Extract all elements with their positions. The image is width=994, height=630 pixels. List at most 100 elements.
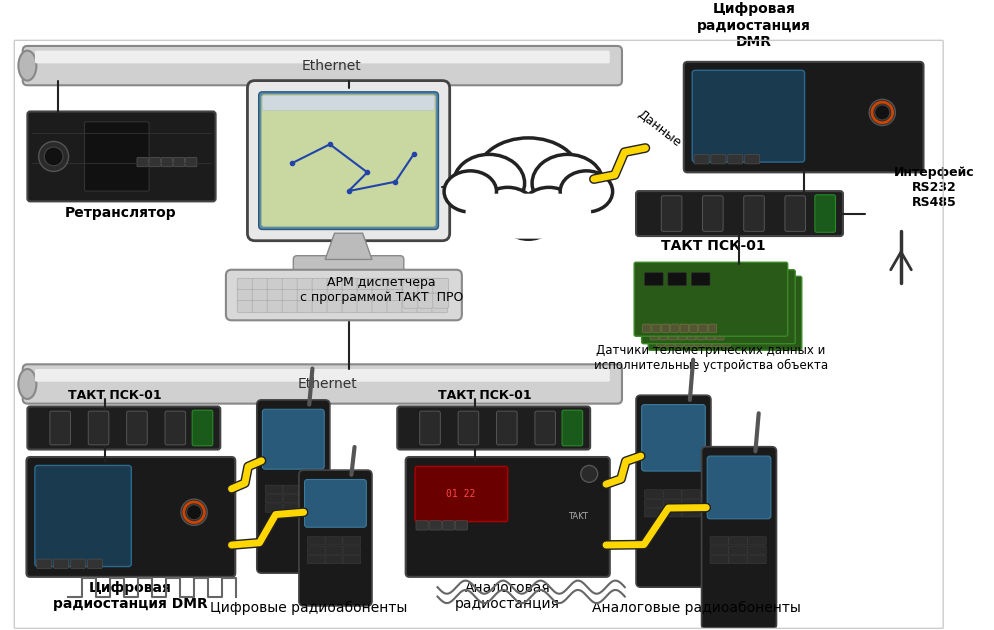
FancyBboxPatch shape <box>747 555 766 564</box>
FancyBboxPatch shape <box>297 278 313 290</box>
FancyBboxPatch shape <box>186 158 197 167</box>
FancyBboxPatch shape <box>668 273 687 285</box>
FancyBboxPatch shape <box>415 520 428 530</box>
FancyBboxPatch shape <box>671 324 679 333</box>
FancyBboxPatch shape <box>710 537 729 545</box>
FancyBboxPatch shape <box>785 196 805 231</box>
FancyBboxPatch shape <box>636 191 843 236</box>
FancyBboxPatch shape <box>312 278 328 290</box>
FancyBboxPatch shape <box>432 278 448 293</box>
FancyBboxPatch shape <box>704 338 712 346</box>
FancyBboxPatch shape <box>663 508 682 517</box>
FancyBboxPatch shape <box>126 411 147 445</box>
Ellipse shape <box>444 171 497 212</box>
Polygon shape <box>325 233 372 260</box>
FancyBboxPatch shape <box>262 96 434 110</box>
FancyBboxPatch shape <box>343 537 361 545</box>
FancyBboxPatch shape <box>357 301 373 313</box>
FancyBboxPatch shape <box>88 411 109 445</box>
FancyBboxPatch shape <box>402 289 417 302</box>
FancyBboxPatch shape <box>432 293 448 308</box>
FancyBboxPatch shape <box>729 546 747 554</box>
Ellipse shape <box>19 50 37 81</box>
FancyBboxPatch shape <box>669 331 677 340</box>
FancyBboxPatch shape <box>650 331 658 340</box>
FancyBboxPatch shape <box>644 499 663 508</box>
FancyBboxPatch shape <box>357 278 373 290</box>
FancyBboxPatch shape <box>652 324 660 333</box>
FancyBboxPatch shape <box>658 287 677 300</box>
FancyBboxPatch shape <box>312 289 328 302</box>
Text: Сеть DMR: Сеть DMR <box>478 164 579 182</box>
FancyBboxPatch shape <box>716 331 724 340</box>
Ellipse shape <box>532 154 603 212</box>
FancyBboxPatch shape <box>307 537 325 545</box>
FancyBboxPatch shape <box>661 196 682 231</box>
FancyBboxPatch shape <box>71 559 85 568</box>
FancyBboxPatch shape <box>312 301 328 313</box>
FancyBboxPatch shape <box>697 331 706 340</box>
FancyBboxPatch shape <box>644 490 663 498</box>
FancyBboxPatch shape <box>710 546 729 554</box>
FancyBboxPatch shape <box>402 278 417 290</box>
FancyBboxPatch shape <box>304 479 367 527</box>
FancyBboxPatch shape <box>417 278 433 293</box>
FancyBboxPatch shape <box>652 280 671 293</box>
FancyBboxPatch shape <box>688 331 696 340</box>
FancyBboxPatch shape <box>402 301 417 313</box>
FancyBboxPatch shape <box>684 62 923 173</box>
FancyBboxPatch shape <box>265 504 283 512</box>
Ellipse shape <box>480 187 536 234</box>
FancyBboxPatch shape <box>747 537 766 545</box>
FancyBboxPatch shape <box>642 324 651 333</box>
FancyBboxPatch shape <box>682 508 701 517</box>
FancyBboxPatch shape <box>282 289 298 302</box>
FancyBboxPatch shape <box>685 338 693 346</box>
FancyBboxPatch shape <box>37 559 52 568</box>
FancyBboxPatch shape <box>238 278 253 290</box>
FancyBboxPatch shape <box>357 289 373 302</box>
FancyBboxPatch shape <box>342 301 358 313</box>
FancyBboxPatch shape <box>165 411 186 445</box>
FancyBboxPatch shape <box>699 280 718 293</box>
Text: Ethernet: Ethernet <box>302 59 362 72</box>
Text: Цифровая
радиостанция
DMR: Цифровая радиостанция DMR <box>697 3 811 49</box>
FancyBboxPatch shape <box>694 154 709 164</box>
FancyBboxPatch shape <box>325 555 343 564</box>
Ellipse shape <box>19 369 37 399</box>
Text: Цифровые радиоабоненты: Цифровые радиоабоненты <box>210 601 407 616</box>
FancyBboxPatch shape <box>417 293 433 308</box>
FancyBboxPatch shape <box>675 338 684 346</box>
Text: Интерфейс
RS232
RS485: Интерфейс RS232 RS485 <box>894 166 974 209</box>
Ellipse shape <box>477 138 580 212</box>
FancyBboxPatch shape <box>416 278 432 290</box>
Ellipse shape <box>875 105 890 120</box>
FancyBboxPatch shape <box>342 278 358 290</box>
FancyBboxPatch shape <box>342 289 358 302</box>
FancyBboxPatch shape <box>703 196 723 231</box>
Ellipse shape <box>561 171 612 212</box>
FancyBboxPatch shape <box>680 324 689 333</box>
FancyBboxPatch shape <box>161 158 173 167</box>
FancyBboxPatch shape <box>258 92 438 229</box>
FancyBboxPatch shape <box>267 278 283 290</box>
FancyBboxPatch shape <box>648 277 802 350</box>
FancyBboxPatch shape <box>663 490 682 498</box>
FancyBboxPatch shape <box>343 555 361 564</box>
FancyBboxPatch shape <box>248 81 449 241</box>
FancyBboxPatch shape <box>398 406 590 450</box>
FancyBboxPatch shape <box>403 293 418 308</box>
FancyBboxPatch shape <box>415 466 508 522</box>
FancyBboxPatch shape <box>174 158 185 167</box>
FancyBboxPatch shape <box>261 94 435 227</box>
FancyBboxPatch shape <box>675 280 694 293</box>
FancyBboxPatch shape <box>327 301 343 313</box>
FancyBboxPatch shape <box>497 411 517 445</box>
FancyBboxPatch shape <box>710 555 729 564</box>
FancyBboxPatch shape <box>419 411 440 445</box>
FancyBboxPatch shape <box>644 508 663 517</box>
FancyBboxPatch shape <box>23 46 622 85</box>
FancyBboxPatch shape <box>692 71 804 162</box>
FancyBboxPatch shape <box>28 112 216 202</box>
FancyBboxPatch shape <box>23 364 622 404</box>
